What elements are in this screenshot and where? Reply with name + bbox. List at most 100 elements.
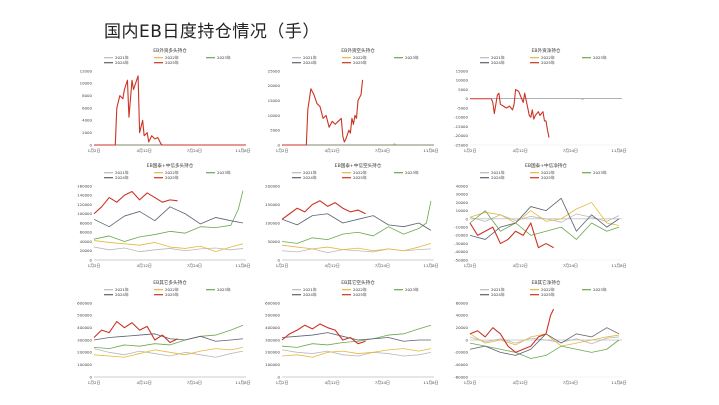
y-tick-label: 500000 xyxy=(265,313,280,318)
y-tick-label: 600000 xyxy=(265,300,280,305)
series-line xyxy=(281,200,366,220)
series-line xyxy=(469,336,620,345)
y-tick-label: 5000 xyxy=(458,87,468,92)
chart-eb-foreign-long: EB外资多头持仓 2021年 2022年 2023年 2024年 2025年 0 2000 40… xyxy=(70,45,251,157)
legend-label: 2023年 xyxy=(217,55,231,60)
y-tick-label: 40000 xyxy=(456,313,469,318)
chart-title: EB其它多头持仓 xyxy=(153,279,187,286)
legend-item: 2021年 xyxy=(292,170,317,175)
series-line xyxy=(94,75,246,146)
legend-item: 2021年 xyxy=(292,55,317,60)
chart-svg: EB国泰+中信净持仓 2021年 2022年 2023年 2024年 2025年 40000… xyxy=(454,162,626,268)
y-tick-label: 0 xyxy=(278,142,281,147)
series-line xyxy=(281,332,431,342)
legend-item: 2021年 xyxy=(480,55,505,60)
y-tick-label: -30000 xyxy=(454,241,468,246)
x-tick-label: 4月12日 xyxy=(325,148,340,153)
legend-label: 2025年 xyxy=(353,60,367,65)
chart-svg: EB其它净持仓 2021年 2022年 2023年 2024年 2025年 60000 400… xyxy=(454,279,626,385)
y-tick-label: 400000 xyxy=(77,325,92,330)
legend-item: 2023年 xyxy=(394,55,419,60)
legend-label: 2024年 xyxy=(303,175,317,180)
legend-item: 2025年 xyxy=(154,175,179,180)
legend-label: 2022年 xyxy=(353,170,367,175)
chart-title: EB国泰+中信净持仓 xyxy=(525,162,567,169)
legend-item: 2021年 xyxy=(104,287,129,292)
x-tick-label: 1月2日 xyxy=(276,380,289,385)
legend-item: 2024年 xyxy=(104,60,129,65)
legend-item: 2025年 xyxy=(154,60,179,65)
chart-svg: EB其它空头持仓 2021年 2022年 2023年 2024年 2025年 0 100000… xyxy=(265,279,439,385)
series-line xyxy=(93,240,244,253)
legend-label: 2021年 xyxy=(115,287,129,292)
series-line xyxy=(469,197,620,240)
legend-label: 2023年 xyxy=(405,287,419,292)
y-tick-label: -50000 xyxy=(454,257,468,262)
y-tick-label: -20000 xyxy=(454,233,468,238)
x-tick-label: 11月8日 xyxy=(235,263,250,268)
y-tick-label: -20000 xyxy=(454,350,468,355)
y-tick-label: 300000 xyxy=(77,337,92,342)
y-tick-label: 20000 xyxy=(456,325,469,330)
x-tick-label: 1月2日 xyxy=(276,148,289,153)
chart-eb-foreign-short: EB外资空头持仓 2021年 2022年 2023年 2024年 2025年 0 5000 10… xyxy=(258,45,439,157)
chart-eb-other-long: EB其它多头持仓 2021年 2022年 2023年 2024年 2025年 0 100000… xyxy=(70,277,251,389)
y-tick-label: 40000 xyxy=(456,183,469,188)
x-tick-label: 11月8日 xyxy=(611,380,626,385)
y-tick-label: 50000 xyxy=(268,239,281,244)
legend-label: 2022年 xyxy=(353,55,367,60)
chart-title: EB其它空头持仓 xyxy=(341,279,375,286)
y-tick-label: 120000 xyxy=(77,202,92,207)
x-tick-label: 1月2日 xyxy=(88,263,101,268)
chart-title: EB外资净持仓 xyxy=(531,47,560,54)
x-tick-label: 4月12日 xyxy=(325,263,340,268)
legend-label: 2021年 xyxy=(303,55,317,60)
legend-item: 2024年 xyxy=(480,175,505,180)
series-line xyxy=(281,323,366,345)
y-tick-label: 100000 xyxy=(265,220,280,225)
series-line xyxy=(281,213,432,231)
legend-label: 2021年 xyxy=(303,287,317,292)
legend-item: 2025年 xyxy=(530,292,555,297)
x-tick-label: 4月12日 xyxy=(513,148,528,153)
legend-item: 2023年 xyxy=(582,55,607,60)
legend-item: 2022年 xyxy=(530,55,555,60)
legend-label: 2021年 xyxy=(115,55,129,60)
chart-title: EB国泰+中信空头持仓 xyxy=(335,162,382,169)
legend-item: 2022年 xyxy=(154,55,179,60)
y-tick-label: -40000 xyxy=(454,362,468,367)
series-line xyxy=(93,190,244,242)
chart-svg: EB外资空头持仓 2021年 2022年 2023年 2024年 2025年 0 5000 10… xyxy=(268,47,439,153)
y-tick-label: 2000 xyxy=(82,130,92,135)
series-line xyxy=(469,308,555,353)
y-tick-label: 60000 xyxy=(456,300,469,305)
legend-item: 2023年 xyxy=(394,170,419,175)
y-tick-label: -15000 xyxy=(454,124,468,129)
legend-label: 2023年 xyxy=(217,287,231,292)
y-tick-label: 0 xyxy=(90,142,93,147)
legend-label: 2022年 xyxy=(165,55,179,60)
legend-item: 2025年 xyxy=(154,292,179,297)
y-tick-label: -40000 xyxy=(454,249,468,254)
legend-label: 2023年 xyxy=(405,170,419,175)
series-line xyxy=(93,246,244,253)
legend-label: 2025年 xyxy=(165,60,179,65)
y-tick-label: 200000 xyxy=(265,183,280,188)
y-tick-label: 150000 xyxy=(265,202,280,207)
legend-label: 2024年 xyxy=(303,60,317,65)
legend-label: 2023年 xyxy=(593,170,607,175)
y-tick-label: 12000 xyxy=(80,68,93,73)
legend-item: 2022年 xyxy=(530,170,555,175)
y-tick-label: 160000 xyxy=(77,183,92,188)
legend-label: 2024年 xyxy=(491,292,505,297)
series-line xyxy=(93,190,178,215)
y-tick-label: 100000 xyxy=(77,362,92,367)
series-line xyxy=(469,210,620,240)
legend-item: 2022年 xyxy=(342,170,367,175)
legend-item: 2025年 xyxy=(342,60,367,65)
chart-title: EB其它净持仓 xyxy=(531,279,560,286)
legend-item: 2021年 xyxy=(480,287,505,292)
legend-item: 2022年 xyxy=(342,55,367,60)
chart-eb-foreign-net: EB外资净持仓 2021年 2022年 2023年 2024年 2025年 15000 100… xyxy=(446,45,626,157)
y-tick-label: 20000 xyxy=(80,248,93,253)
